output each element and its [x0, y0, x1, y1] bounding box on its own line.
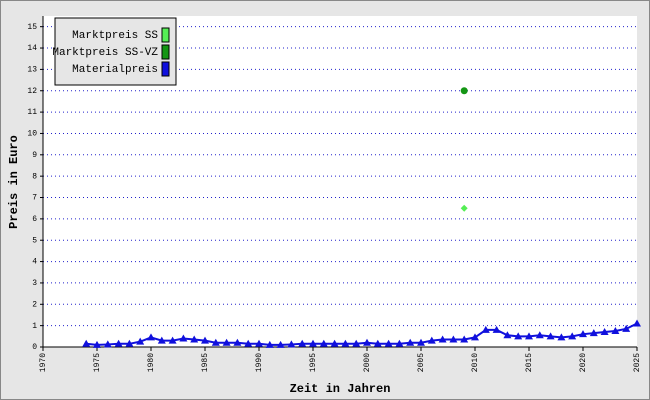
point	[611, 326, 620, 334]
point	[330, 339, 339, 347]
y-tick-label: 2	[32, 300, 37, 309]
y-tick-label: 10	[27, 130, 37, 139]
point	[190, 335, 199, 343]
point	[471, 333, 479, 341]
point	[460, 335, 469, 343]
point	[395, 339, 404, 347]
x-tick-label: 1995	[309, 353, 318, 372]
y-tick-label: 5	[32, 236, 37, 245]
legend-label: Materialpreis	[72, 64, 158, 76]
point	[417, 338, 425, 346]
point	[546, 332, 555, 340]
legend-box	[54, 17, 177, 86]
x-tick-label: 1985	[201, 353, 210, 372]
point	[147, 333, 155, 341]
legend-swatch	[161, 27, 170, 43]
point	[589, 329, 598, 337]
point	[82, 339, 91, 347]
point	[460, 87, 468, 95]
point	[633, 319, 641, 327]
point	[244, 339, 253, 347]
point	[168, 336, 177, 344]
point	[222, 338, 231, 346]
y-tick-label: 14	[27, 44, 37, 53]
point	[373, 339, 382, 347]
x-tick-label: 2010	[471, 353, 480, 372]
y-tick-label: 1	[32, 322, 37, 331]
line	[86, 322, 638, 346]
point	[179, 334, 188, 342]
point	[600, 328, 609, 336]
point	[265, 340, 274, 348]
point	[525, 332, 533, 340]
y-axis-title: Preis in Euro	[7, 135, 21, 229]
point	[492, 325, 501, 333]
point	[287, 340, 296, 348]
y-tick-label: 4	[32, 258, 37, 267]
point	[503, 331, 512, 339]
x-tick-label: 2005	[417, 353, 426, 372]
point	[622, 324, 631, 332]
y-tick-label: 12	[27, 87, 37, 96]
y-tick-label: 13	[27, 65, 37, 74]
point	[363, 338, 371, 346]
point	[568, 332, 577, 340]
point	[352, 339, 361, 347]
point	[514, 332, 523, 340]
point	[406, 338, 415, 346]
x-tick-label: 2025	[633, 353, 642, 372]
point	[535, 331, 544, 339]
point	[103, 340, 112, 348]
x-tick-label: 2020	[579, 353, 588, 372]
x-tick-label: 2000	[363, 353, 372, 372]
legend-swatch	[161, 61, 170, 77]
y-tick-label: 8	[32, 172, 37, 181]
point	[319, 339, 328, 347]
point	[427, 336, 436, 344]
point	[125, 339, 134, 347]
point	[341, 339, 350, 347]
y-tick-label: 6	[32, 215, 37, 224]
y-tick-label: 9	[32, 151, 37, 160]
point	[255, 339, 263, 347]
point	[309, 339, 317, 347]
point	[298, 339, 307, 347]
legend-label: Marktpreis SS-VZ	[52, 47, 158, 59]
y-tick-label: 7	[32, 194, 37, 203]
point	[157, 336, 166, 344]
x-tick-label: 1975	[93, 353, 102, 372]
y-tick-label: 11	[27, 108, 37, 117]
y-tick-label: 15	[27, 23, 37, 32]
legend-swatch	[161, 44, 170, 60]
point	[579, 330, 587, 338]
x-tick-label: 1970	[39, 353, 48, 372]
x-tick-label: 1990	[255, 353, 264, 372]
legend-label: Marktpreis SS	[72, 30, 158, 42]
point	[93, 340, 101, 348]
point	[276, 340, 285, 348]
point	[114, 339, 123, 347]
point	[384, 339, 393, 347]
point	[481, 325, 490, 333]
x-axis-title: Zeit in Jahren	[290, 382, 391, 396]
point	[460, 204, 468, 212]
y-tick-label: 0	[32, 343, 37, 352]
x-tick-label: 2015	[525, 353, 534, 372]
point	[136, 337, 145, 345]
point	[557, 333, 566, 341]
point	[211, 338, 220, 346]
point	[438, 335, 447, 343]
point	[201, 336, 209, 344]
x-tick-label: 1980	[147, 353, 156, 372]
point	[449, 335, 458, 343]
point	[233, 338, 242, 346]
y-tick-label: 3	[32, 279, 37, 288]
